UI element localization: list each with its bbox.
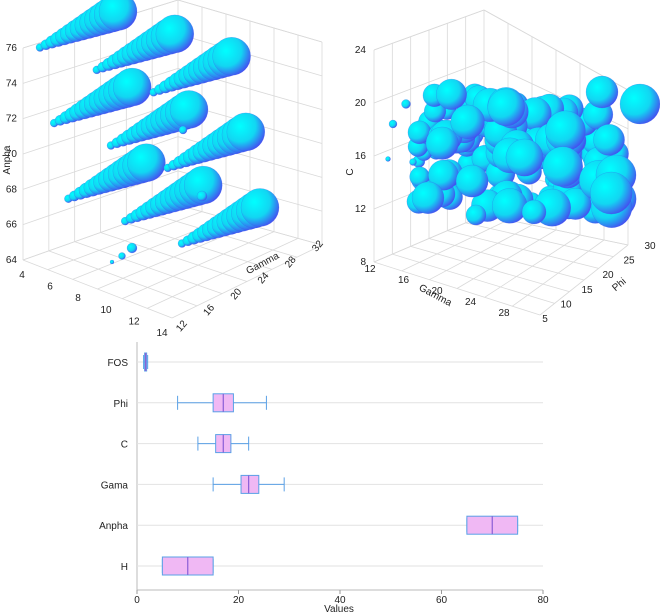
panel-2-bubble [455, 164, 489, 198]
panel-1-z-tick: 74 [6, 78, 18, 89]
panel-1-z-tick: 64 [6, 255, 18, 266]
panel-1-z-tick: 72 [6, 114, 18, 125]
box-plot-x-tick: 80 [537, 595, 549, 606]
panel-2-bubble [487, 88, 525, 127]
panel-1-floor-gridline [146, 237, 299, 309]
panel-2-x-tick: 12 [364, 264, 376, 275]
panel-2-y-tick: 20 [602, 270, 614, 281]
box-plot-grid [136, 342, 543, 591]
panel-1-y-tick: 6 [47, 282, 53, 293]
box-iqr [240, 474, 260, 494]
panel-2-bubble [465, 204, 487, 226]
box-plot-boxes [143, 352, 519, 576]
panel-2-z-tick: 8 [360, 257, 366, 268]
panel-2-bubble [436, 78, 467, 110]
panel-2-x-tick: 20 [431, 286, 443, 297]
panel-2-y-tick: 30 [644, 241, 656, 252]
box-plot-category-label: Anpha [99, 521, 128, 532]
box-plot-category-label: Gama [101, 480, 129, 491]
panel-1-x-tick: 16 [201, 302, 217, 318]
panel-1-bubble [127, 143, 166, 182]
panel-2-z-tick: 12 [355, 204, 367, 215]
box-plot-category-labels: FOS Phi C Gama Anpha H [99, 358, 128, 573]
panel-2-bubble [450, 104, 485, 139]
panel-1-z-tick: 70 [6, 149, 18, 160]
panel-1-y-tick: 4 [19, 270, 25, 281]
panel-2-bubble [542, 146, 583, 187]
panel-1-bubble [226, 112, 265, 152]
box-plot-category-label: FOS [107, 358, 128, 369]
box-plot-x-tick: 20 [233, 595, 245, 606]
panel-2-bubble [425, 126, 459, 160]
panel-2-y-tick: 25 [623, 256, 635, 267]
panel-2-z-tick: 16 [355, 151, 367, 162]
panel-1-bubble [113, 67, 152, 107]
panel-1-z-tick: 76 [6, 43, 18, 54]
panel-1-bubble [118, 252, 126, 260]
panel-1-x-tick: 12 [174, 318, 190, 334]
box-plot-x-tick: 40 [334, 595, 346, 606]
panel-1-bubble [126, 242, 138, 254]
panel-1-bubble [178, 125, 188, 135]
panel-2-bubble [409, 158, 417, 166]
panel-1-x-tick: 24 [256, 270, 272, 286]
panel-2-bubble [411, 181, 445, 214]
panel-1-bubbles [35, 0, 280, 265]
box-plot-category-label: Phi [114, 399, 128, 410]
panel-1-bubble [196, 190, 208, 202]
panel-2-bubble [590, 171, 633, 215]
box-plot-x-tick: 60 [436, 595, 448, 606]
panel-1-y-tick: 8 [75, 293, 81, 304]
panel-2-bubble [385, 156, 391, 162]
box-plot-x-ticks: 0 20 40 60 80 [134, 590, 549, 606]
panel-2-bubble [585, 75, 619, 109]
panel-2-x-tick: 16 [398, 275, 410, 286]
panel-2-bubbles [385, 75, 660, 228]
panel-1-x-tick: 32 [310, 238, 326, 254]
box-plot: FOS Phi C Gama Anpha H 0 20 40 60 80 Values [99, 342, 549, 615]
panel-2-floor-gridline [465, 222, 614, 258]
panel-2-bubble [492, 188, 528, 224]
panel-1-zlabel: Anpha [2, 145, 13, 174]
panel-2-bubble [545, 110, 586, 151]
panel-2-bubble [505, 138, 544, 177]
panel-1-bubble [169, 90, 209, 129]
panel-2-bubble [521, 199, 547, 225]
panel-2-x-tick: 28 [498, 308, 510, 319]
panel-2-bubble [593, 124, 625, 156]
panel-1-bubble [184, 165, 223, 205]
panel-1-z-tick: 66 [6, 220, 18, 231]
panel-2-zlabel: C [345, 168, 356, 175]
panel-2-z-tick: 24 [355, 45, 367, 56]
panel-1-bubble [240, 188, 280, 227]
panel-2-y-tick: 10 [560, 299, 572, 310]
panel-1-y-tick: 14 [156, 328, 168, 339]
panel-2-z-tick: 20 [355, 98, 367, 109]
panel-1-z-tick: 68 [6, 184, 18, 195]
panel-1-x-tick: 20 [229, 286, 245, 302]
panel-2-bubble [619, 83, 660, 125]
panel-1-y-tick: 10 [100, 305, 112, 316]
panel-2-x-tick: 24 [465, 297, 477, 308]
box-plot-category-label: H [121, 562, 128, 573]
panel-1-bubble [109, 259, 115, 265]
panel-2-y-tick: 5 [542, 314, 548, 325]
panel-2-bubble [388, 119, 398, 129]
box-plot-x-tick: 0 [134, 595, 140, 606]
panel-2-y-tick: 15 [581, 285, 593, 296]
box-plot-xlabel: Values [324, 604, 354, 615]
panel-1-bubble [212, 37, 251, 76]
box-plot-category-label: C [121, 440, 128, 451]
panel-1-bubble [155, 14, 194, 54]
panel-2-bubble [401, 99, 411, 109]
panel-1-y-tick: 12 [128, 316, 140, 327]
panel-1-bubble [98, 0, 138, 31]
